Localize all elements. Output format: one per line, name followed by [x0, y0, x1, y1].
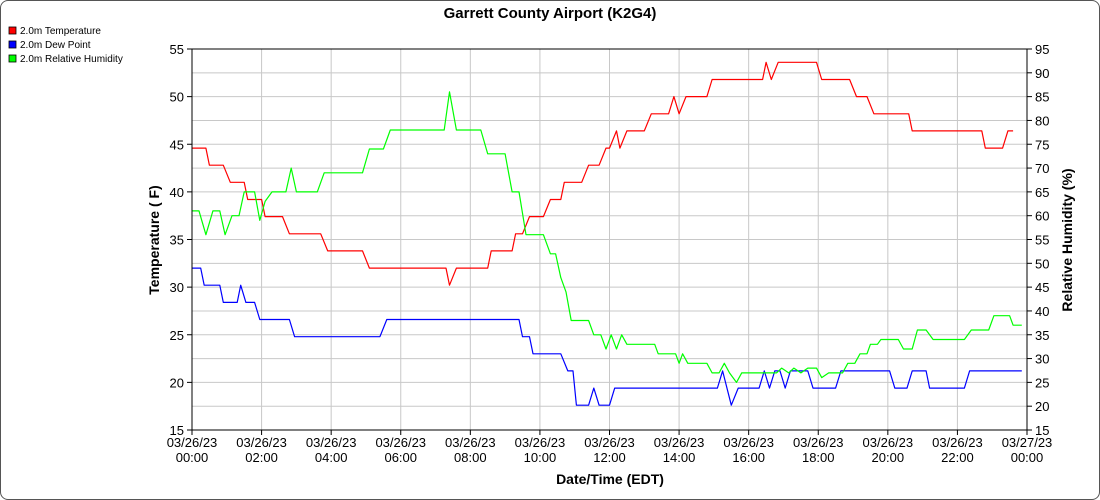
y-right-tick-label: 50: [1035, 256, 1049, 271]
legend-label: 2.0m Relative Humidity: [20, 54, 123, 65]
x-tick-time: 02:00: [245, 450, 278, 465]
series-line-3: [192, 91, 1022, 383]
x-tick-time: 06:00: [384, 450, 417, 465]
y-left-tick-label: 40: [170, 185, 184, 200]
y-right-tick-label: 70: [1035, 161, 1049, 176]
x-tick-time: 16:00: [732, 450, 765, 465]
y-right-tick-label: 35: [1035, 328, 1049, 343]
x-tick-date: 03/26/23: [375, 435, 426, 450]
y-left-tick-label: 55: [170, 42, 184, 57]
x-tick-time: 22:00: [941, 450, 974, 465]
y-left-tick-label: 20: [170, 375, 184, 390]
x-tick-time: 14:00: [663, 450, 696, 465]
y-left-tick-label: 35: [170, 233, 184, 248]
y-right-tick-label: 95: [1035, 42, 1049, 57]
y-right-tick-label: 75: [1035, 137, 1049, 152]
y-axis-left-label: Temperature ( F): [146, 185, 162, 294]
x-tick-time: 10:00: [524, 450, 557, 465]
y-right-tick-label: 55: [1035, 233, 1049, 248]
y-left-tick-label: 15: [170, 423, 184, 438]
x-tick-time: 08:00: [454, 450, 487, 465]
x-tick-time: 18:00: [802, 450, 835, 465]
legend-swatch: [8, 40, 17, 49]
y-right-tick-label: 65: [1035, 185, 1049, 200]
x-tick-time: 00:00: [1011, 450, 1044, 465]
x-axis-label: Date/Time (EDT): [556, 471, 664, 487]
x-tick-time: 12:00: [593, 450, 626, 465]
x-tick-date: 03/26/23: [723, 435, 774, 450]
x-tick-date: 03/26/23: [654, 435, 705, 450]
series-line-1: [192, 61, 1014, 286]
right-axis-ticks: 15 20 25 30 35 40 45 50 55 60 65 70 75 80 85 90 95: [1027, 42, 1049, 438]
series-line-2: [192, 267, 1022, 406]
x-tick-date: 03/26/23: [793, 435, 844, 450]
chart-title: Garrett County Airport (K2G4): [444, 5, 657, 22]
legend-swatch: [8, 54, 17, 63]
y-right-tick-label: 85: [1035, 90, 1049, 105]
x-tick-date: 03/26/23: [863, 435, 914, 450]
legend: 2.0m Temperature 2.0m Dew Point 2.0m Relat…: [8, 26, 123, 65]
x-tick-time: 04:00: [315, 450, 348, 465]
y-right-tick-label: 90: [1035, 66, 1049, 81]
legend-label: 2.0m Dew Point: [20, 40, 91, 51]
x-tick-date: 03/26/23: [515, 435, 566, 450]
legend-label: 2.0m Temperature: [20, 26, 101, 37]
x-tick-date: 03/26/23: [584, 435, 635, 450]
x-tick-date: 03/26/23: [932, 435, 983, 450]
y-right-tick-label: 25: [1035, 375, 1049, 390]
y-right-tick-label: 30: [1035, 352, 1049, 367]
x-tick-date: 03/26/23: [167, 435, 218, 450]
x-tick-time: 00:00: [176, 450, 209, 465]
y-right-tick-label: 60: [1035, 209, 1049, 224]
y-axis-right-label: Relative Humidity (%): [1059, 168, 1075, 311]
y-left-tick-label: 30: [170, 280, 184, 295]
y-left-tick-label: 45: [170, 137, 184, 152]
x-tick-date: 03/26/23: [445, 435, 496, 450]
y-left-tick-label: 25: [170, 328, 184, 343]
y-right-tick-label: 80: [1035, 113, 1049, 128]
y-right-tick-label: 45: [1035, 280, 1049, 295]
left-axis-ticks: 15 20 25 30 35 40 45 50 55: [170, 42, 192, 438]
y-right-tick-label: 15: [1035, 423, 1049, 438]
legend-swatch: [8, 26, 17, 35]
y-right-tick-label: 20: [1035, 399, 1049, 414]
series-layer: [192, 61, 1022, 406]
y-left-tick-label: 50: [170, 90, 184, 105]
y-right-tick-label: 40: [1035, 304, 1049, 319]
x-axis-ticks: 03/26/2300:0003/26/2302:0003/26/2304:000…: [167, 430, 1053, 465]
x-tick-time: 20:00: [872, 450, 905, 465]
x-tick-date: 03/26/23: [306, 435, 357, 450]
x-tick-date: 03/26/23: [236, 435, 287, 450]
x-tick-date: 03/27/23: [1002, 435, 1053, 450]
